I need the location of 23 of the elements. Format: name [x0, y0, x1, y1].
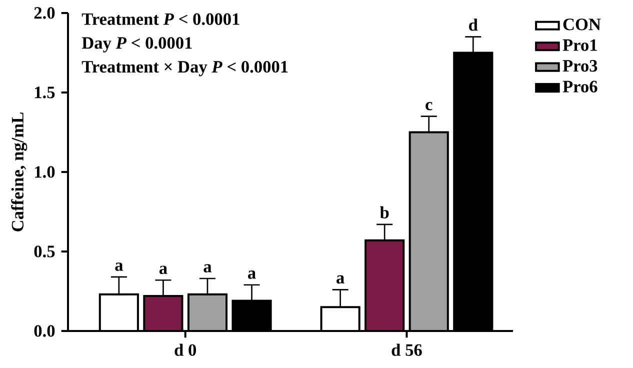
annotation: Treatment × Day P < 0.0001 — [82, 60, 288, 76]
y-tick-label: 1.0 — [35, 166, 55, 178]
y-tick-label: 1.5 — [35, 86, 55, 98]
legend-label: Pro3 — [562, 60, 598, 72]
annotation: a — [336, 275, 344, 284]
annotation: a — [248, 270, 256, 279]
y-axis-title: Caffeine, ng/mL — [11, 112, 28, 232]
legend-label: Pro6 — [562, 80, 598, 92]
annotation: b — [380, 206, 389, 218]
annotation: Treatment P < 0.0001 — [82, 13, 240, 26]
x-tick-label: d 0 — [174, 344, 196, 356]
annotation: a — [159, 266, 168, 274]
annotation: a — [115, 262, 123, 271]
annotation: d — [469, 18, 478, 31]
y-tick-label: 0.5 — [34, 246, 55, 258]
y-tick-label: 2.0 — [34, 7, 55, 19]
legend-label: Pro1 — [562, 39, 597, 51]
x-tick-label: d 56 — [392, 344, 422, 356]
annotation: Day P < 0.0001 — [82, 37, 192, 52]
annotation: a — [204, 264, 212, 272]
y-tick-label: 0.0 — [34, 325, 55, 337]
legend-label: CON — [563, 18, 601, 30]
annotation: c — [426, 102, 432, 110]
